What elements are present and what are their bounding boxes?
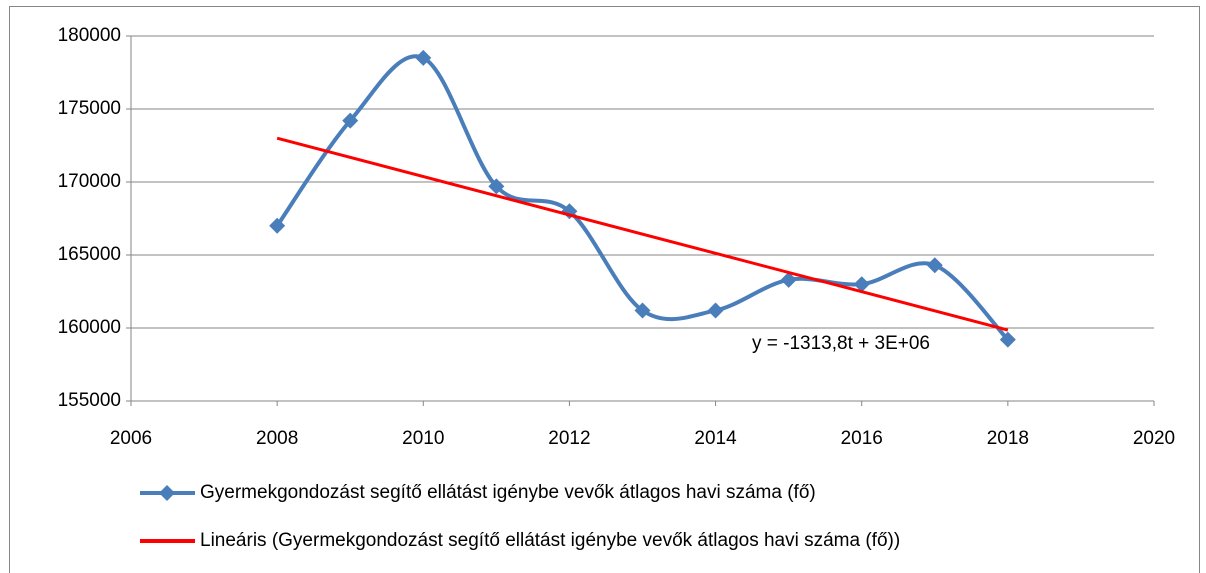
data-point [342,112,359,129]
y-tick-label: 165000 [58,244,121,265]
x-tick-label: 2014 [694,428,737,449]
trend-line [276,136,1009,332]
data-point [415,49,432,66]
chart-border [9,6,1200,573]
y-tick-label: 155000 [58,390,121,411]
data-point [853,276,870,293]
x-tick-label: 2008 [256,428,298,449]
data-point [634,302,651,319]
x-tick-label: 2012 [548,428,590,449]
data-point [707,302,724,319]
x-tick-label: 2020 [1133,428,1175,449]
legend-label: Lineáris (Gyermekgondozást segítő ellátá… [200,530,900,551]
data-point [926,257,943,274]
y-tick-label: 180000 [58,25,121,46]
x-tick-label: 2018 [987,428,1029,449]
series-line [275,54,1010,342]
legend-marker [159,485,175,501]
x-tick-label: 2010 [402,428,444,449]
data-point [488,178,505,195]
y-tick-label: 170000 [58,171,121,192]
data-point [999,331,1016,348]
data-point [269,217,286,234]
legend-label: Gyermekgondozást segítő ellátást igénybe… [200,482,816,503]
y-tick-label: 175000 [58,98,121,119]
data-point [780,271,797,288]
trend-equation: y = -1313,8t + 3E+06 [752,333,930,354]
y-tick-label: 160000 [58,317,121,338]
x-tick-label: 2006 [110,428,152,449]
x-tick-label: 2016 [841,428,883,449]
